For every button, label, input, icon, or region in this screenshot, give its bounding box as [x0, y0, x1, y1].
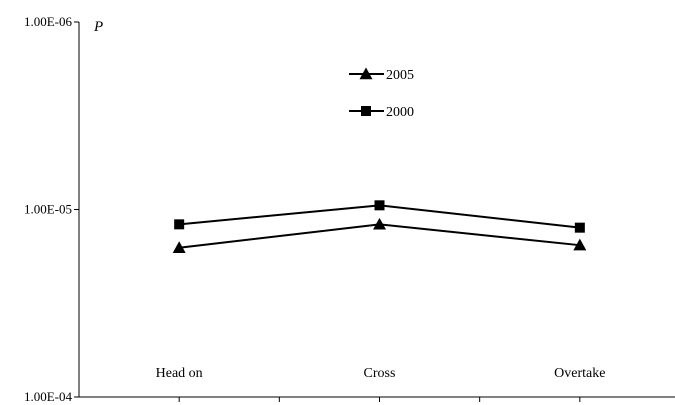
series-2000 [174, 200, 585, 233]
legend-item-2000: 2000 [349, 105, 414, 120]
legend: 2005 2000 [349, 67, 414, 120]
series-layer [172, 200, 587, 253]
x-category-label: Cross [364, 366, 396, 381]
data-point-2000 [574, 222, 585, 233]
data-point-2005 [373, 217, 386, 230]
y-axis-ticks: 1.00E-06 1.00E-05 1.00E-04 [24, 14, 79, 404]
x-axis-ticks: Head on Cross Overtake [156, 366, 605, 402]
x-category-label: Overtake [554, 366, 605, 381]
x-category-label: Head on [156, 366, 203, 381]
y-tick-label: 1.00E-06 [24, 14, 73, 29]
legend-label: 2000 [386, 105, 414, 120]
y-axis-label: P [93, 19, 103, 35]
data-point-2005 [573, 238, 587, 251]
legend-label: 2005 [386, 68, 414, 83]
data-point-2000 [174, 219, 185, 230]
y-tick-label: 1.00E-04 [24, 389, 73, 404]
data-point-2005 [172, 241, 186, 253]
data-point-2000 [374, 200, 385, 211]
legend-item-2005: 2005 [349, 67, 414, 83]
legend-marker [361, 106, 371, 116]
y-tick-label: 1.00E-05 [24, 202, 72, 217]
legend-marker [359, 67, 373, 80]
series-2005 [172, 217, 587, 253]
